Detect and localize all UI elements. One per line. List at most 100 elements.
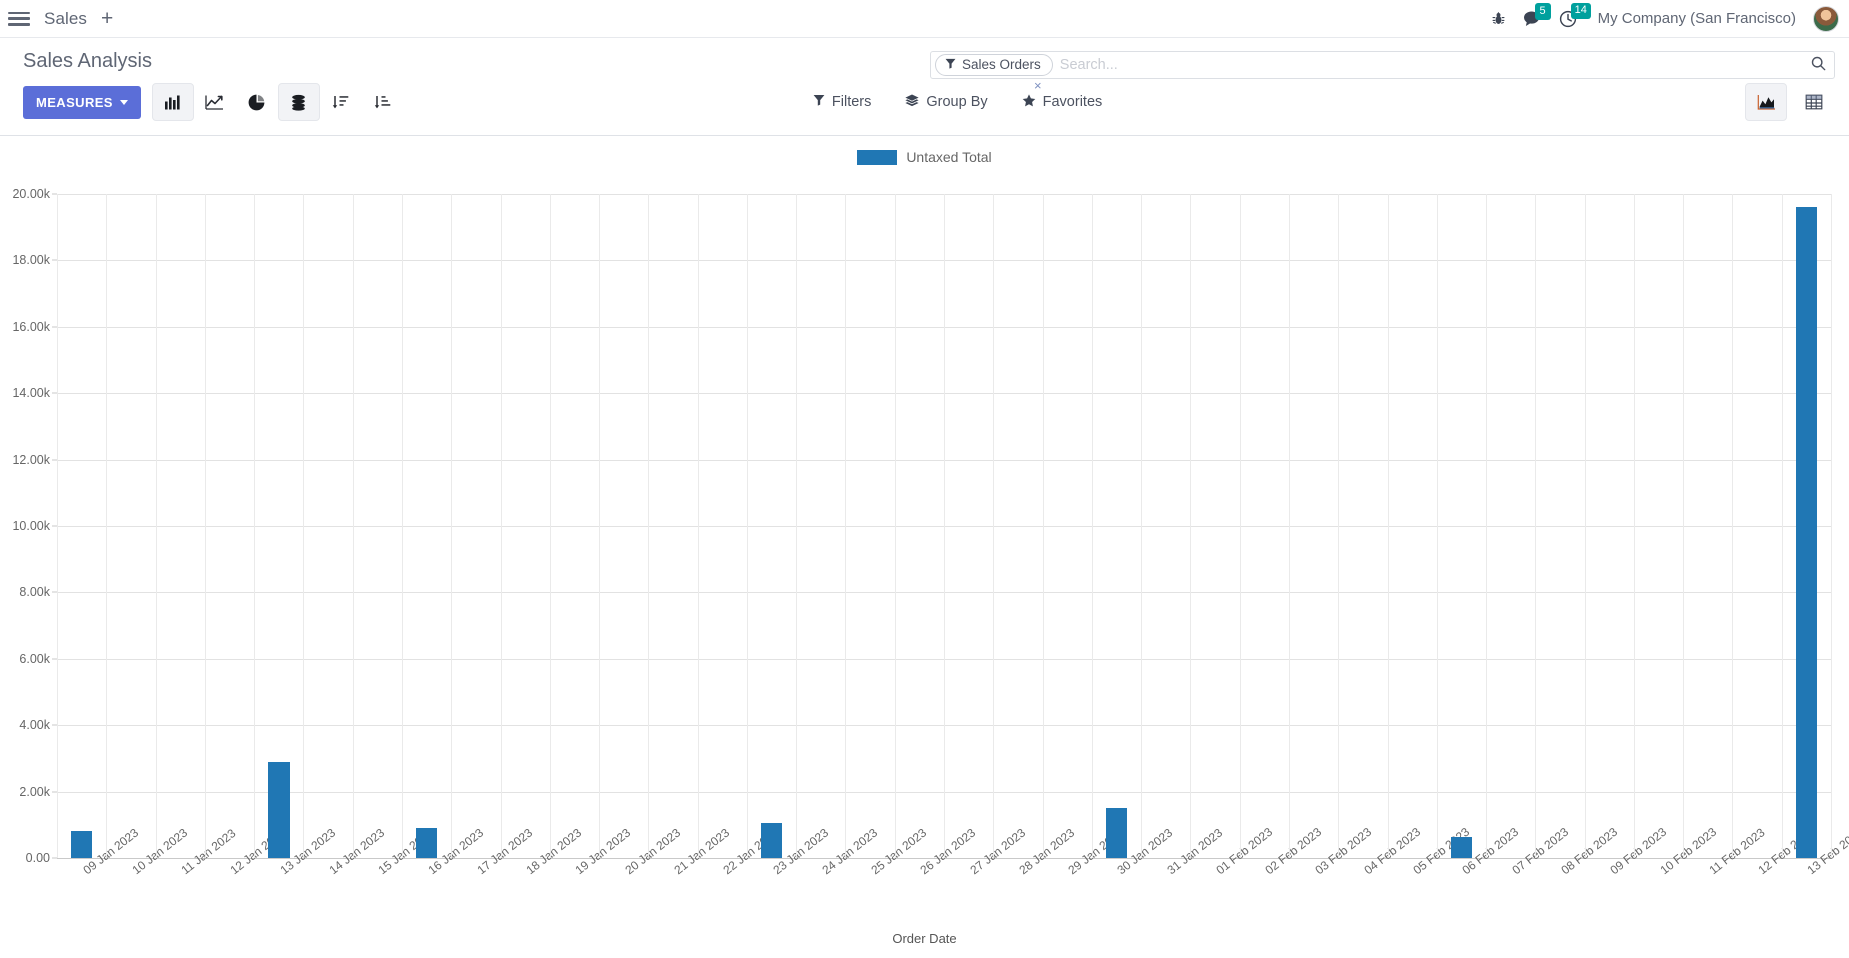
grid-line-vertical xyxy=(1781,194,1783,858)
filters-label: Filters xyxy=(831,94,872,110)
company-name[interactable]: My Company (San Francisco) xyxy=(1597,10,1796,27)
grid-line-vertical xyxy=(894,194,896,858)
hamburger-menu-icon[interactable] xyxy=(8,11,30,27)
chart-canvas: 0.00 2.00k 4.00k 6.00k 8.00k 10.00k 12.00k 14.0… xyxy=(12,187,1849,877)
pivot-view-icon[interactable] xyxy=(1793,83,1835,121)
favorites-menu[interactable]: Favorites xyxy=(1020,89,1105,116)
search-facet-remove-icon[interactable]: × xyxy=(1034,78,1042,93)
y-axis-label: 8.00k xyxy=(19,585,50,600)
y-axis-label: 2.00k xyxy=(19,784,50,799)
new-tab-plus-icon[interactable]: + xyxy=(101,7,114,30)
grid-line-vertical xyxy=(1190,194,1192,858)
grid-line-vertical xyxy=(1436,194,1438,858)
y-axis-tick xyxy=(52,724,57,726)
chart-plot-area: 0.00 2.00k 4.00k 6.00k 8.00k 10.00k 12.00k 14.0… xyxy=(0,171,1849,958)
sort-ascending-icon[interactable] xyxy=(362,83,404,121)
grid-line-vertical xyxy=(1535,194,1537,858)
star-icon xyxy=(1022,93,1036,111)
y-axis-tick xyxy=(52,658,57,660)
measures-label: MEASURES xyxy=(36,94,113,110)
grid-line-vertical xyxy=(155,194,157,858)
messages-icon[interactable]: 5 xyxy=(1523,3,1551,27)
grid-line-vertical xyxy=(993,194,995,858)
chart-type-button-group xyxy=(151,83,404,121)
chevron-down-icon xyxy=(119,99,128,105)
chart-bar[interactable] xyxy=(1105,808,1128,858)
grid-line-vertical xyxy=(1338,194,1340,858)
chart-bar[interactable] xyxy=(1795,207,1818,858)
pie-chart-icon[interactable] xyxy=(236,83,278,121)
y-axis-label: 20.00k xyxy=(12,187,50,201)
x-axis-title: Order Date xyxy=(892,931,957,946)
measures-button[interactable]: MEASURES xyxy=(23,85,141,119)
chart-bar[interactable] xyxy=(1450,837,1473,858)
y-axis-tick xyxy=(52,857,57,859)
grid-line-vertical xyxy=(697,194,699,858)
group-by-menu[interactable]: Group By xyxy=(903,89,989,116)
grid-line-vertical xyxy=(500,194,502,858)
stacked-icon[interactable] xyxy=(277,83,320,121)
y-axis-tick xyxy=(52,591,57,593)
avatar[interactable] xyxy=(1813,5,1839,32)
bug-icon[interactable] xyxy=(1491,11,1506,26)
page-title: Sales Analysis xyxy=(23,50,152,72)
grid-line-vertical xyxy=(746,194,748,858)
graph-view-icon[interactable] xyxy=(1745,83,1787,121)
sort-descending-icon[interactable] xyxy=(320,83,362,121)
legend-label: Untaxed Total xyxy=(906,149,992,165)
y-axis-label: 12.00k xyxy=(12,452,50,467)
graph-view-container: Untaxed Total 0.00 2.00k 4.00k 6.00k 8.00k 10… xyxy=(0,137,1849,958)
grid-line-vertical xyxy=(1387,194,1389,858)
y-axis-label: 4.00k xyxy=(19,718,50,733)
grid-line-vertical xyxy=(796,194,798,858)
grid-line-vertical xyxy=(1683,194,1685,858)
y-axis-tick xyxy=(52,791,57,793)
control-panel-menus: Filters Group By Favorit xyxy=(811,89,1104,116)
grid-line-vertical xyxy=(401,194,403,858)
grid-line xyxy=(57,858,1831,859)
top-navbar: Sales + 5 xyxy=(0,0,1849,38)
grid-line-vertical xyxy=(1141,194,1143,858)
activities-clock-icon[interactable]: 14 xyxy=(1559,2,1591,28)
grid-line-vertical xyxy=(303,194,305,858)
y-axis-label: 6.00k xyxy=(19,651,50,666)
search-bar[interactable]: Sales Orders × xyxy=(930,51,1835,92)
y-axis-tick xyxy=(52,459,57,461)
grid-line-vertical xyxy=(57,194,58,858)
chart-bar[interactable] xyxy=(760,823,783,858)
chart-bar[interactable] xyxy=(267,761,290,858)
grid-line-vertical xyxy=(648,194,650,858)
grid-line-vertical xyxy=(599,194,601,858)
y-axis-tick xyxy=(52,193,57,195)
y-axis-tick xyxy=(52,326,57,328)
filters-menu[interactable]: Filters xyxy=(811,89,873,115)
search-facet-label: Sales Orders xyxy=(962,57,1041,72)
search-input[interactable] xyxy=(1052,57,1805,73)
control-panel-top-row: Sales Analysis xyxy=(14,48,1835,74)
y-axis-tick xyxy=(52,525,57,527)
search-facet-sales-orders[interactable]: Sales Orders xyxy=(935,54,1053,76)
chart-bar[interactable] xyxy=(415,828,438,858)
grid-line-vertical xyxy=(1239,194,1241,858)
chart-bar[interactable] xyxy=(70,831,93,858)
y-axis-tick xyxy=(52,259,57,261)
grid-line-vertical xyxy=(1831,194,1832,858)
bar-chart-icon[interactable] xyxy=(151,83,194,121)
y-axis-label: 10.00k xyxy=(12,519,50,533)
grid-line-vertical xyxy=(549,194,551,858)
chart-legend: Untaxed Total xyxy=(0,143,1849,171)
control-panel-buttons-row: MEASURES xyxy=(14,83,1835,121)
y-axis-tick xyxy=(52,392,57,394)
app-name-sales[interactable]: Sales xyxy=(44,8,88,28)
grid-line-vertical xyxy=(1633,194,1635,858)
navbar-right-group: 5 14 My Company (San Francisco) xyxy=(1491,2,1839,32)
magnifier-icon[interactable] xyxy=(1811,56,1826,75)
grid-line-vertical xyxy=(254,194,256,858)
grid-line-vertical xyxy=(106,194,108,858)
line-chart-icon[interactable] xyxy=(194,83,236,121)
legend-swatch xyxy=(857,149,898,165)
navbar-left-group: Sales + xyxy=(8,8,113,29)
grid-line-vertical xyxy=(944,194,945,858)
layers-icon xyxy=(905,94,919,111)
grid-line-vertical xyxy=(1584,194,1586,858)
